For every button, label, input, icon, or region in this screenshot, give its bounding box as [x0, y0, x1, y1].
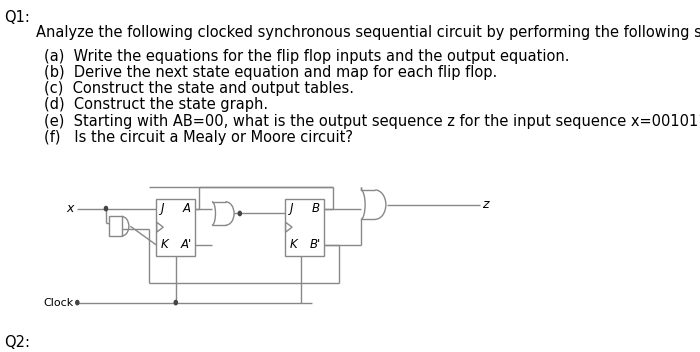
Bar: [285, 199, 324, 256]
Text: (f)   Is the circuit a Mealy or Moore circuit?: (f) Is the circuit a Mealy or Moore circ…: [44, 130, 354, 145]
Bar: [108, 216, 122, 236]
Text: Analyze the following clocked synchronous sequential circuit by performing the f: Analyze the following clocked synchronou…: [36, 25, 700, 40]
Bar: [156, 199, 195, 256]
Text: Clock: Clock: [43, 297, 74, 308]
Text: (a)  Write the equations for the flip flop inputs and the output equation.: (a) Write the equations for the flip flo…: [44, 49, 570, 64]
Text: (c)  Construct the state and output tables.: (c) Construct the state and output table…: [44, 81, 354, 96]
Text: z: z: [482, 198, 489, 211]
Circle shape: [174, 301, 177, 305]
Text: K: K: [290, 238, 298, 251]
Text: B': B': [310, 238, 321, 251]
Text: A: A: [183, 202, 190, 215]
Text: (d)  Construct the state graph.: (d) Construct the state graph.: [44, 98, 269, 112]
Polygon shape: [157, 222, 163, 232]
Text: J: J: [161, 202, 164, 215]
Circle shape: [104, 206, 108, 211]
Text: B: B: [312, 202, 319, 215]
Text: K: K: [161, 238, 169, 251]
Polygon shape: [286, 222, 292, 232]
Circle shape: [76, 301, 79, 305]
Text: x: x: [66, 202, 74, 215]
Circle shape: [238, 211, 242, 216]
Text: Q2:: Q2:: [4, 335, 30, 350]
Text: (e)  Starting with AB=00, what is the output sequence z for the input sequence x: (e) Starting with AB=00, what is the out…: [44, 114, 700, 128]
Text: A': A': [181, 238, 193, 251]
Text: J: J: [290, 202, 293, 215]
Text: (b)  Derive the next state equation and map for each flip flop.: (b) Derive the next state equation and m…: [44, 65, 498, 80]
Text: Q1:: Q1:: [4, 10, 30, 25]
